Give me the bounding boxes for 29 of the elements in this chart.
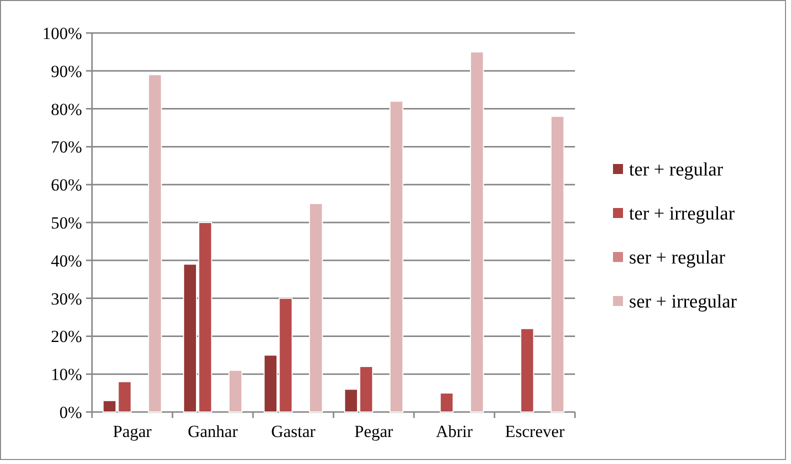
bar [228,370,242,412]
y-tick-label: 80% [50,100,82,119]
x-tick-label: Gastar [271,422,316,441]
bar [309,203,323,412]
bar [390,100,404,412]
bar [470,51,484,412]
y-tick-label: 90% [50,62,82,81]
x-tick-label: Escrever [505,422,565,441]
bar [148,74,162,412]
bar [550,116,564,412]
x-tick-label: Pegar [354,422,394,441]
y-tick-label: 40% [50,251,82,270]
x-tick-label: Ganhar [188,422,238,441]
y-tick-label: 70% [50,138,82,157]
bar [440,392,454,412]
y-tick-label: 60% [50,176,82,195]
y-tick-label: 20% [50,327,82,346]
y-tick-label: 10% [50,365,82,384]
y-tick-label: 0% [59,402,82,422]
y-tick-label: 50% [50,213,82,232]
y-tick-label: 100% [42,24,82,43]
legend-label: ser + regular [629,248,726,269]
bar [520,328,534,412]
legend-label: ter + irregular [629,204,736,225]
legend-label: ter + regular [629,160,724,181]
y-tick-label: 30% [50,289,82,308]
x-tick-label: Abrir [436,422,473,441]
x-tick-label: Pagar [112,422,152,441]
legend-label: ser + irregular [629,292,738,313]
